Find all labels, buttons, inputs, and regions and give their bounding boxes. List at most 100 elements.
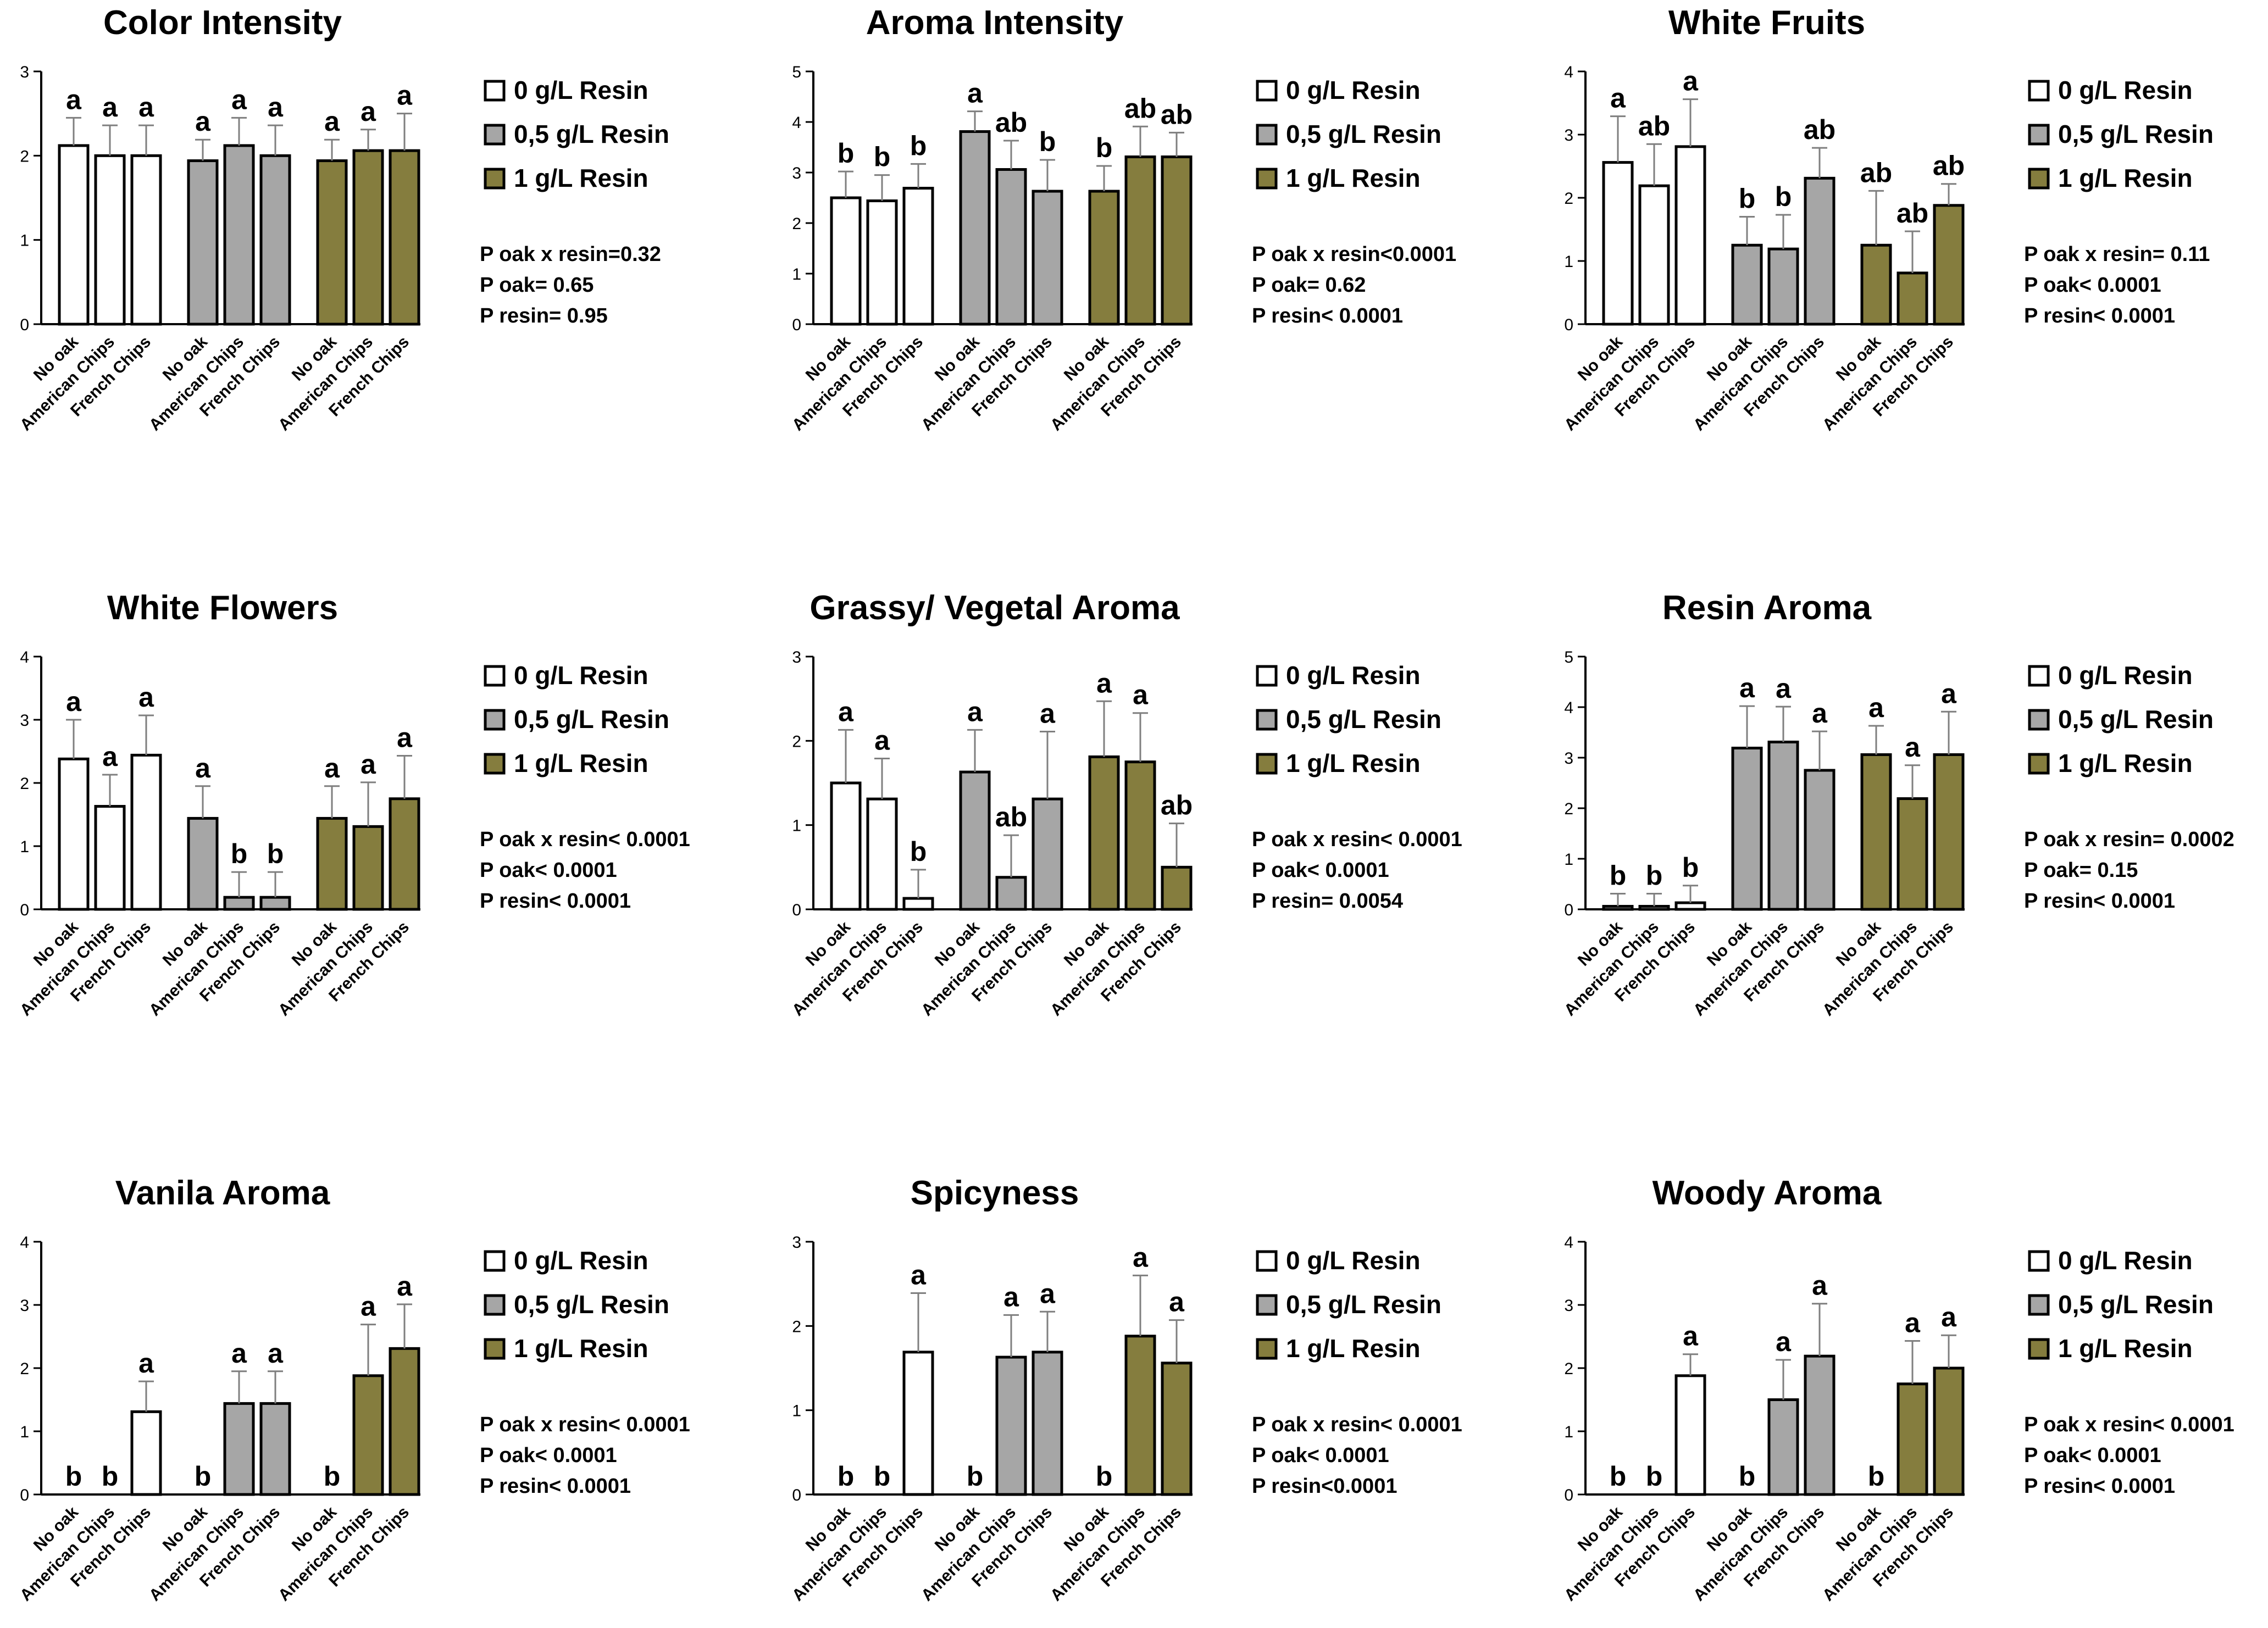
significance-letter: a — [195, 753, 211, 784]
legend-swatch-0-5-g-l-resin — [484, 124, 506, 146]
legend-label: 0 g/L Resin — [2058, 661, 2193, 690]
y-tick-label: 1 — [1564, 851, 1573, 869]
bar-french-chips-0-5-g-l-resin — [259, 1402, 291, 1496]
y-tick-label: 3 — [792, 1233, 801, 1252]
bar-french-chips-0-g-l-resin — [1674, 145, 1706, 326]
legend-swatch-0-g-l-resin — [484, 665, 506, 687]
bar-french-chips-0-g-l-resin — [902, 897, 934, 911]
bar-american-chips-1-g-l-resin — [352, 149, 384, 326]
bar-no-oak-1-g-l-resin — [316, 159, 348, 326]
y-tick-label: 3 — [1564, 126, 1573, 145]
y-tick-label: 0 — [792, 901, 801, 919]
significance-letter: a — [1683, 66, 1699, 97]
y-tick-label: 1 — [792, 265, 801, 284]
stat-line: P oak x resin< 0.0001 — [1252, 828, 1462, 851]
significance-letter: b — [874, 142, 891, 173]
significance-letter: a — [324, 106, 340, 137]
significance-letter: a — [1683, 1321, 1699, 1352]
significance-letter: a — [1905, 732, 1921, 763]
bar-french-chips-0-5-g-l-resin — [259, 154, 291, 326]
bar-french-chips-0-5-g-l-resin — [1032, 1351, 1063, 1496]
bar-no-oak-0-5-g-l-resin — [1731, 243, 1763, 326]
legend-swatch-1-g-l-resin — [2028, 1338, 2050, 1360]
legend-label: 0 g/L Resin — [1286, 76, 1421, 104]
stat-line: P oak x resin= 0.0002 — [2024, 828, 2234, 851]
significance-letter: a — [268, 1338, 284, 1369]
stat-line: P resin<0.0001 — [1252, 1475, 1397, 1498]
stat-line: P resin< 0.0001 — [480, 1475, 631, 1498]
significance-letter: a — [138, 682, 154, 713]
chart-title: Grassy/ Vegetal Aroma — [809, 589, 1180, 627]
significance-letter: a — [195, 106, 211, 137]
significance-letter: a — [1776, 1326, 1792, 1357]
stat-line: P oak< 0.0001 — [2024, 274, 2161, 297]
legend-swatch-0-g-l-resin — [1256, 665, 1278, 687]
y-tick-label: 3 — [792, 164, 801, 182]
bar-no-oak-0-5-g-l-resin — [959, 770, 991, 911]
significance-letter: b — [1096, 1461, 1113, 1492]
bar-french-chips-0-5-g-l-resin — [1032, 190, 1063, 326]
bar-french-chips-1-g-l-resin — [389, 1347, 420, 1496]
y-tick-label: 1 — [792, 817, 801, 835]
bar-american-chips-0-5-g-l-resin — [995, 876, 1027, 911]
significance-letter: a — [268, 92, 284, 123]
bar-american-chips-0-g-l-resin — [1638, 184, 1670, 326]
legend-label: 1 g/L Resin — [1286, 164, 1421, 192]
legend-label: 0 g/L Resin — [514, 76, 648, 104]
bar-no-oak-0-5-g-l-resin — [187, 159, 219, 326]
bar-no-oak-0-5-g-l-resin — [959, 130, 991, 326]
bar-no-oak-1-g-l-resin — [1088, 755, 1120, 911]
significance-letter: a — [1610, 83, 1626, 114]
legend-label: 0 g/L Resin — [514, 1246, 648, 1275]
significance-letter: a — [66, 686, 82, 717]
significance-letter: b — [102, 1461, 119, 1492]
stat-line: P resin= 0.95 — [480, 304, 608, 327]
bar-american-chips-1-g-l-resin — [352, 825, 384, 911]
y-tick-label: 0 — [1564, 316, 1573, 334]
chart-title: Spicyness — [911, 1174, 1079, 1212]
bar-french-chips-0-5-g-l-resin — [1032, 797, 1063, 911]
legend-swatch-1-g-l-resin — [484, 753, 506, 775]
bar-american-chips-0-g-l-resin — [866, 199, 898, 326]
significance-letter: a — [1003, 1281, 1019, 1312]
stat-line: P oak< 0.0001 — [480, 1444, 617, 1467]
significance-letter: a — [361, 96, 376, 127]
significance-letter: b — [838, 138, 855, 169]
stat-line: P oak x resin=0.32 — [480, 243, 661, 266]
significance-letter: a — [324, 753, 340, 784]
stat-line: P oak< 0.0001 — [1252, 859, 1389, 882]
significance-letter: b — [1682, 852, 1699, 883]
legend-label: 0,5 g/L Resin — [1286, 705, 1441, 734]
chart-title: White Flowers — [107, 589, 338, 627]
bar-french-chips-0-g-l-resin — [130, 753, 162, 911]
legend-label: 1 g/L Resin — [514, 1334, 648, 1363]
y-tick-label: 2 — [792, 1318, 801, 1336]
legend-label: 1 g/L Resin — [1286, 1334, 1421, 1363]
bar-french-chips-0-g-l-resin — [902, 187, 934, 326]
bar-american-chips-0-5-g-l-resin — [223, 896, 255, 911]
significance-letter: b — [874, 1461, 891, 1492]
y-tick-label: 4 — [1564, 1233, 1573, 1252]
stat-line: P resin< 0.0001 — [1252, 304, 1403, 327]
significance-letter: a — [1868, 692, 1884, 723]
significance-letter: ab — [1124, 93, 1156, 124]
legend-swatch-0-g-l-resin — [1256, 1250, 1278, 1272]
significance-letter: ab — [1161, 790, 1193, 821]
legend-label: 1 g/L Resin — [2058, 749, 2193, 777]
bar-french-chips-0-5-g-l-resin — [259, 896, 291, 911]
legend-swatch-0-g-l-resin — [484, 1250, 506, 1272]
bar-no-oak-0-g-l-resin — [1602, 904, 1634, 911]
bar-american-chips-1-g-l-resin — [1124, 1335, 1156, 1496]
legend-swatch-1-g-l-resin — [1256, 1338, 1278, 1360]
bar-french-chips-0-5-g-l-resin — [1804, 769, 1836, 911]
significance-letter: b — [1039, 126, 1056, 157]
bar-french-chips-1-g-l-resin — [389, 149, 420, 326]
y-tick-label: 1 — [1564, 253, 1573, 271]
significance-letter: a — [231, 84, 247, 115]
bar-french-chips-0-g-l-resin — [130, 1410, 162, 1496]
